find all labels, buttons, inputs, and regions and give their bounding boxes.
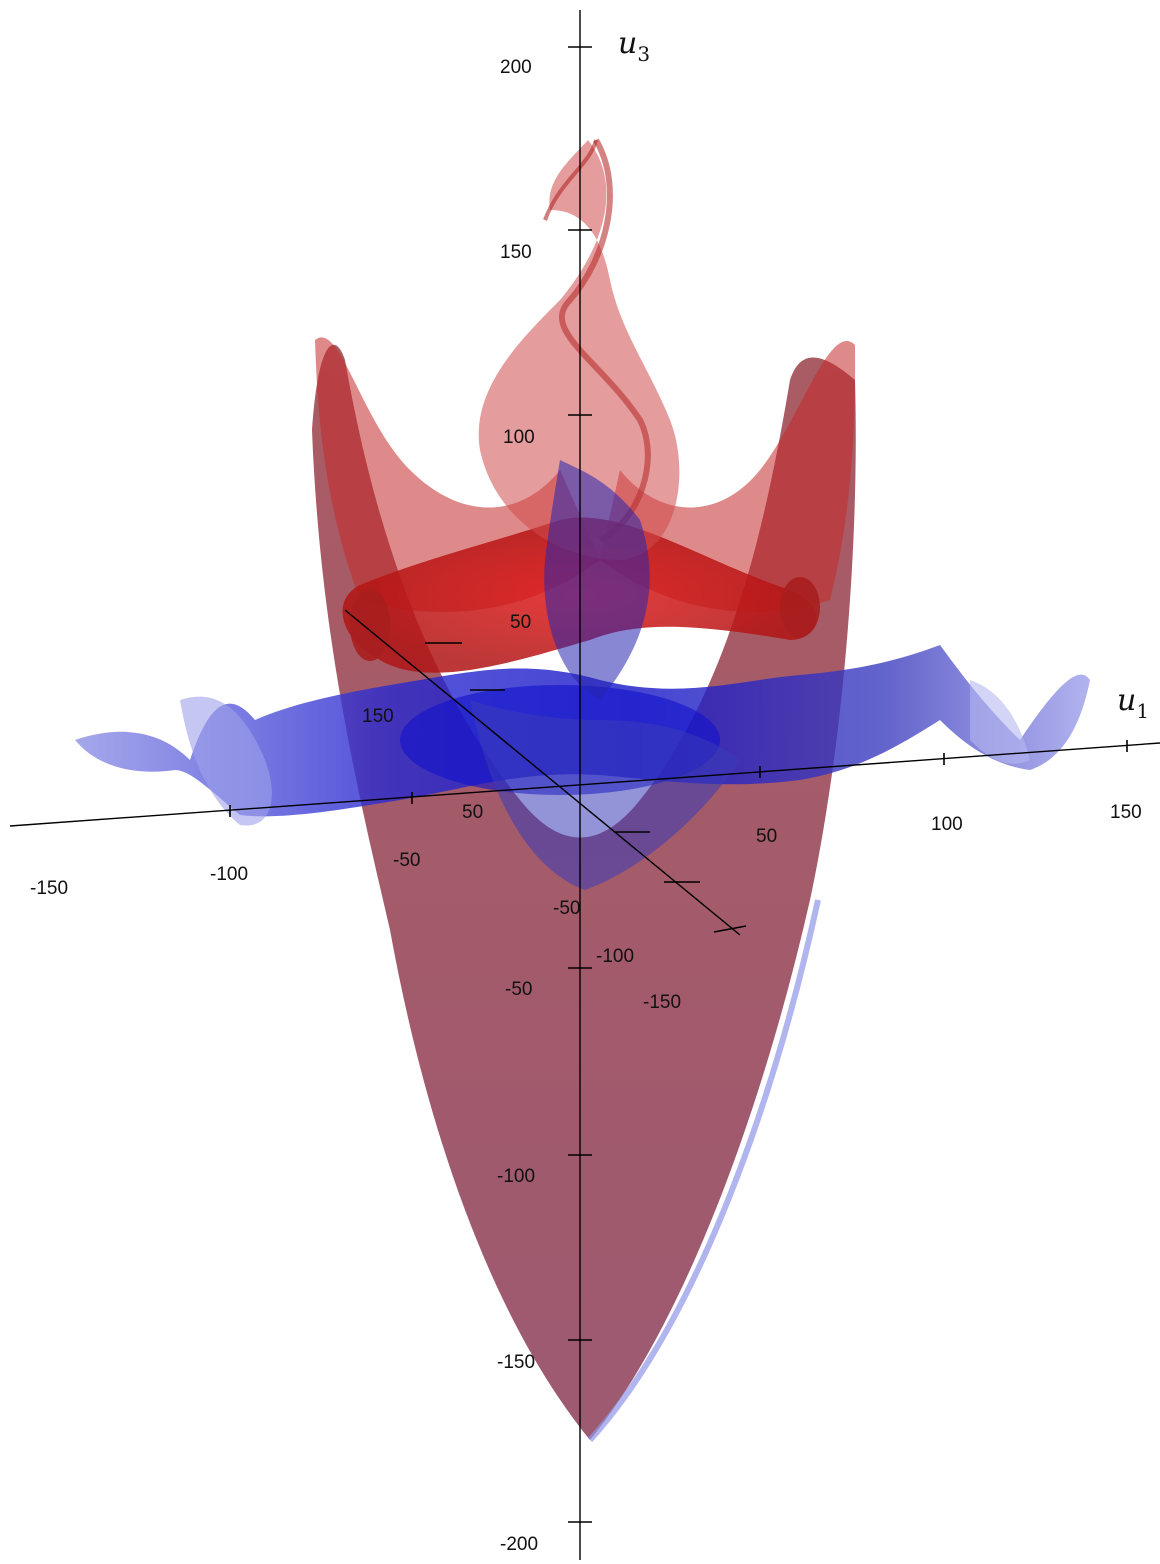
blue-inner-cone: [470, 460, 740, 890]
u3-tick-label: -100: [497, 1166, 535, 1187]
u1-tick-label: -150: [30, 878, 68, 899]
u2-tick-label: -50: [553, 898, 580, 919]
u3-axis-letter: u: [618, 26, 637, 61]
u3-axis-name: u3: [618, 26, 650, 66]
u2-tick-label: -150: [643, 992, 681, 1013]
red-spire: [478, 138, 680, 560]
u3-tick-label: 200: [500, 57, 532, 78]
u1-axis-subscript: 1: [1136, 699, 1149, 723]
u1-axis-letter: u: [1117, 683, 1136, 718]
u3-tick-label: 100: [503, 427, 535, 448]
u3-tick-label: -200: [500, 1534, 538, 1555]
u3-tick-label: 50: [510, 612, 531, 633]
u1-tick-labels: -150 -100 -50 50 100 150: [30, 802, 1142, 899]
axis-u1: [9, 740, 1160, 827]
u3-axis-subscript: 3: [637, 42, 650, 66]
u2-tick-label: -100: [596, 946, 634, 967]
u2-tick-labels: 150 50 -50 -100 -150: [362, 706, 681, 1013]
u2-tick-label: 50: [462, 802, 483, 823]
u1-tick-label: 150: [1110, 802, 1142, 823]
u3-tick-label: 150: [500, 242, 532, 263]
u3-tick-labels: 200 150 100 50 -50 -100 -150 -200: [497, 57, 538, 1555]
u1-tick-label: 100: [931, 814, 963, 835]
u2-tick-label: 150: [362, 706, 394, 727]
u1-tick-label: -50: [393, 850, 420, 871]
u3-tick-label: -150: [497, 1352, 535, 1373]
u1-axis-name: u1: [1117, 683, 1149, 723]
axis-u2: [344, 609, 747, 936]
u1-tick-label: -100: [210, 864, 248, 885]
u3-tick-label: -50: [505, 979, 532, 1000]
u1-tick-label: 50: [756, 826, 777, 847]
red-outer-cone: [312, 344, 856, 1443]
